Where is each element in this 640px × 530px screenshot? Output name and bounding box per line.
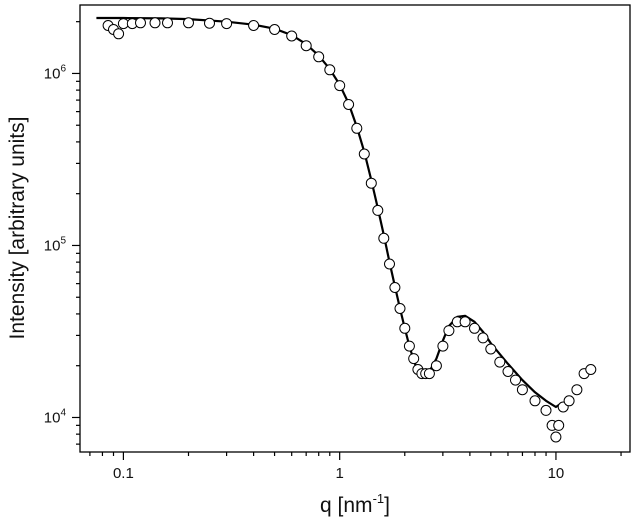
data-point	[269, 24, 281, 35]
data-point	[437, 340, 449, 352]
data-point	[403, 340, 415, 352]
data-point	[378, 232, 390, 244]
marks-layer	[96, 16, 597, 443]
y-tick-label: 106	[44, 63, 67, 82]
data-point	[135, 17, 146, 29]
data-point	[221, 18, 233, 30]
data-point	[540, 404, 552, 416]
data-point	[384, 258, 395, 270]
y-axis-title: Intensity [arbitrary units]	[6, 117, 29, 340]
data-point	[372, 204, 384, 216]
data-point	[510, 374, 521, 386]
data-point	[394, 303, 406, 314]
data-point	[389, 282, 401, 293]
data-point	[571, 384, 583, 396]
data-point	[585, 364, 597, 375]
data-point	[563, 395, 575, 407]
data-point	[351, 122, 363, 134]
data-point	[430, 360, 442, 372]
y-tick-label: 105	[44, 235, 67, 254]
data-point	[113, 28, 125, 40]
data-point	[204, 17, 215, 29]
x-axis-title-close: ]	[384, 494, 390, 517]
data-point	[300, 40, 312, 52]
data-point	[550, 431, 562, 443]
data-point	[399, 322, 411, 334]
data-point	[477, 332, 489, 344]
data-point	[494, 356, 506, 368]
data-point	[529, 395, 541, 407]
y-tick-label-exponent: 6	[60, 63, 66, 74]
x-tick-label: 10	[548, 465, 565, 482]
y-tick-label-base: 10	[44, 409, 61, 426]
data-point	[553, 419, 565, 431]
data-point	[365, 177, 377, 189]
data-point	[485, 343, 497, 355]
data-point	[183, 17, 194, 29]
data-point	[408, 353, 420, 365]
data-point	[149, 17, 161, 29]
x-axis-title-sup: -1	[373, 491, 385, 506]
plot-frame	[79, 4, 631, 453]
data-point	[248, 20, 260, 31]
y-tick-label-exponent: 5	[60, 235, 66, 246]
y-tick-label-exponent: 4	[60, 407, 66, 418]
data-point	[516, 384, 528, 396]
y-tick-label-base: 10	[44, 65, 61, 82]
y-tick-label: 104	[44, 407, 67, 426]
data-point	[358, 148, 370, 160]
data-point	[162, 17, 173, 29]
x-tick-label: 0.1	[113, 465, 134, 482]
y-tick-label-base: 10	[44, 237, 61, 254]
x-tick-label: 1	[335, 465, 343, 482]
data-point	[343, 99, 355, 110]
x-axis-title-base: q [nm	[320, 494, 373, 517]
data-point	[324, 64, 336, 76]
data-point	[469, 322, 480, 334]
data-point	[423, 368, 435, 380]
data-point	[443, 325, 455, 337]
data-point	[502, 366, 514, 377]
data-point	[313, 51, 325, 63]
data-point	[286, 30, 298, 42]
x-axis-title: q [nm-1]	[320, 491, 390, 517]
data-point	[459, 316, 471, 328]
data-point	[334, 80, 346, 92]
